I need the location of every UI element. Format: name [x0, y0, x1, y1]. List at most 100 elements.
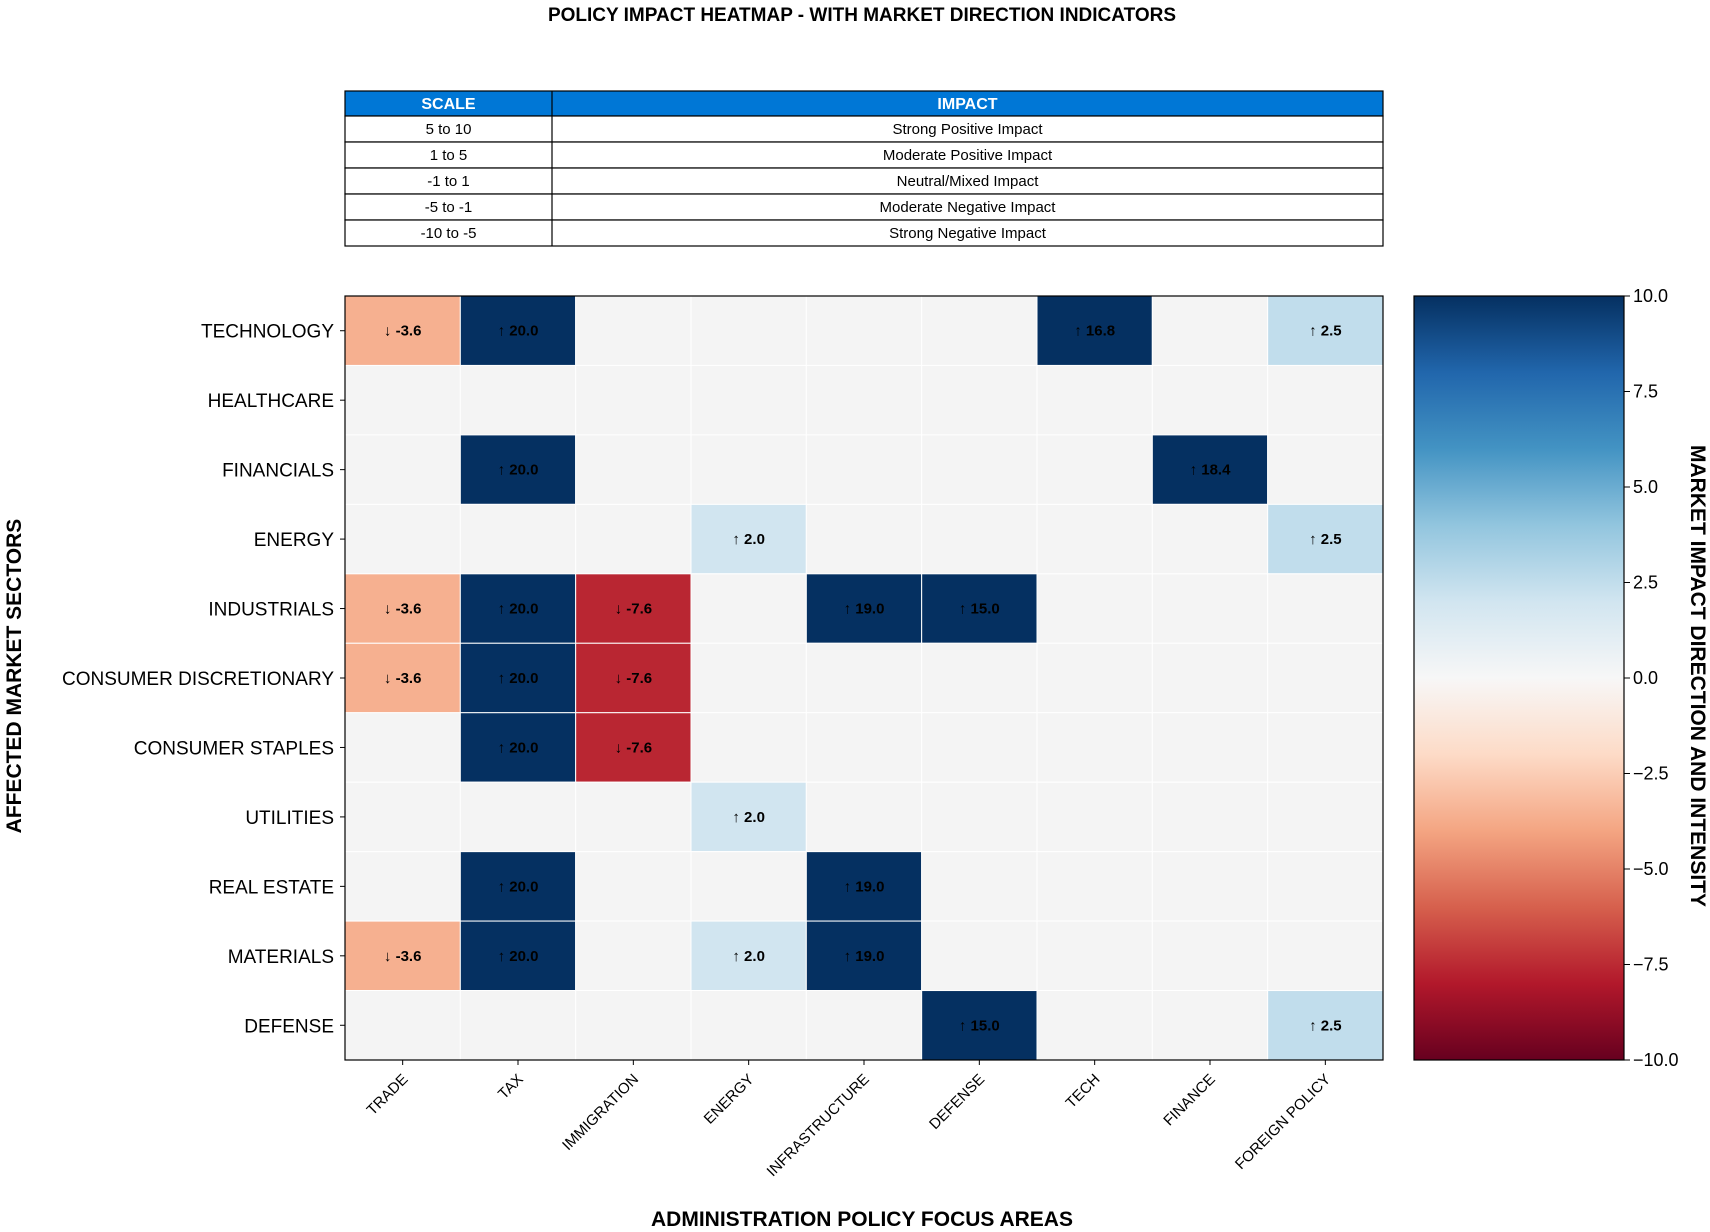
heatmap-cell — [921, 364, 1038, 436]
legend-header-impact: IMPACT — [937, 96, 997, 113]
y-tick-label: DEFENSE — [244, 1016, 334, 1037]
heatmap-cell — [1151, 573, 1269, 644]
legend-impact-cell: Moderate Negative Impact — [880, 199, 1057, 216]
legend-impact-cell: Moderate Positive Impact — [883, 147, 1053, 164]
heatmap-grid: ↓ -3.6 ↑ 20.0 ↑ 16.8 ↑ 2.5 ↑ 20.0 ↑ 18.4 ↑ 2.0… — [344, 295, 1384, 1061]
heatmap-cell — [1151, 364, 1269, 436]
cell-value-label: ↓ -3.6 — [384, 670, 422, 687]
heatmap-cell — [575, 434, 692, 505]
cell-value-label: ↑ 20.0 — [498, 323, 539, 340]
cell-value-label: ↑ 19.0 — [844, 601, 885, 618]
heatmap-cell — [690, 295, 807, 366]
cell-value-label: ↑ 2.5 — [1309, 323, 1342, 340]
heatmap-cell — [1151, 781, 1269, 853]
heatmap-cell — [575, 990, 692, 1061]
heatmap-cell — [344, 712, 461, 783]
cell-value-label: ↓ -7.6 — [615, 670, 653, 687]
colorbar-tick-label: 7.5 — [1633, 382, 1658, 402]
heatmap-cell — [1151, 851, 1269, 922]
heatmap-cell — [805, 920, 923, 992]
scale-legend-table: SCALE IMPACT 5 to 10 Strong Positive Impact… — [344, 90, 1384, 247]
cell-value-label: ↑ 20.0 — [498, 462, 539, 479]
heatmap-cell — [1036, 503, 1153, 575]
colorbar-tick-label: −5.0 — [1633, 859, 1669, 879]
y-tick-label: HEALTHCARE — [208, 391, 334, 412]
heatmap-cell — [805, 573, 923, 644]
x-tick-label: ENERGY — [701, 1071, 758, 1128]
cell-value-label: ↑ 20.0 — [498, 670, 539, 687]
y-axis-tick-labels: TECHNOLOGY HEALTHCARE FINANCIALS ENERGY INDU… — [62, 322, 345, 1037]
heatmap-cell — [1151, 295, 1269, 366]
heatmap-cell — [344, 851, 461, 922]
heatmap-cell — [690, 851, 807, 922]
colorbar: 10.0 7.5 5.0 2.5 0.0 −2.5 −5.0 −7.5 −10.0 — [1413, 286, 1679, 1070]
heatmap-cell — [1267, 781, 1384, 853]
heatmap-cell — [459, 990, 577, 1061]
cell-value-label: ↑ 2.5 — [1309, 1017, 1342, 1034]
heatmap-cell — [805, 503, 923, 575]
heatmap-cell — [1267, 712, 1384, 783]
cell-value-label: ↓ -3.6 — [384, 601, 422, 618]
heatmap-cell — [1267, 990, 1384, 1061]
cell-value-label: ↑ 18.4 — [1190, 462, 1232, 479]
heatmap-cell — [1151, 990, 1269, 1061]
heatmap-cell — [690, 503, 807, 575]
heatmap-cell — [805, 851, 923, 922]
cell-value-label: ↑ 19.0 — [844, 878, 885, 895]
heatmap-cell — [1036, 781, 1153, 853]
heatmap-cell — [1267, 434, 1384, 505]
x-tick-label: FOREIGN POLICY — [1232, 1071, 1334, 1173]
heatmap-cell — [690, 712, 807, 783]
heatmap-cell — [1036, 712, 1153, 783]
x-tick-label: TECH — [1063, 1071, 1104, 1112]
x-tick-label: TAX — [495, 1071, 527, 1103]
heatmap-cell — [344, 364, 461, 436]
x-axis-title: ADMINISTRATION POLICY FOCUS AREAS — [651, 1208, 1073, 1231]
legend-scale-cell: 1 to 5 — [430, 147, 468, 164]
heatmap-cell — [921, 920, 1038, 992]
heatmap-cell — [575, 781, 692, 853]
y-axis-title: AFFECTED MARKET SECTORS — [3, 519, 26, 834]
colorbar-tick-label: 5.0 — [1633, 477, 1658, 497]
heatmap-cell — [921, 712, 1038, 783]
legend-scale-cell: -1 to 1 — [427, 173, 470, 190]
heatmap-cell — [690, 364, 807, 436]
legend-header-row — [344, 90, 1384, 117]
heatmap-cell — [1036, 434, 1153, 505]
x-tick-label: DEFENSE — [926, 1071, 988, 1133]
heatmap-cell — [1151, 642, 1269, 714]
heatmap-cell — [1151, 434, 1269, 505]
heatmap-cell — [690, 990, 807, 1061]
cell-value-label: ↑ 20.0 — [498, 601, 539, 618]
x-axis-tick-labels: TRADE TAX IMMIGRATION ENERGY INFRASTRUCTURE D… — [364, 1060, 1334, 1180]
x-tick-label: FINANCE — [1160, 1071, 1219, 1130]
heatmap-cell — [921, 573, 1038, 644]
heatmap-cell — [921, 781, 1038, 853]
cell-value-label: ↓ -3.6 — [384, 323, 422, 340]
heatmap-cell — [1267, 573, 1384, 644]
heatmap-cell — [575, 712, 692, 783]
cell-value-label: ↑ 2.0 — [732, 531, 765, 548]
heatmap-cell — [344, 503, 461, 575]
heatmap-cell — [459, 920, 577, 992]
legend-scale-cell: -5 to -1 — [425, 199, 473, 216]
cell-value-label: ↑ 2.5 — [1309, 531, 1342, 548]
heatmap-cell — [1267, 851, 1384, 922]
y-tick-label: FINANCIALS — [222, 461, 334, 482]
heatmap-cell — [1151, 712, 1269, 783]
heatmap-cell — [1036, 920, 1153, 992]
colorbar-tick-label: −7.5 — [1633, 955, 1669, 975]
cell-value-label: ↓ -7.6 — [615, 601, 653, 618]
colorbar-tick-label: 2.5 — [1633, 573, 1658, 593]
heatmap-cell — [459, 434, 577, 505]
cell-value-label: ↑ 15.0 — [959, 601, 1000, 618]
cell-value-label: ↓ -3.6 — [384, 948, 422, 965]
heatmap-cell — [1151, 503, 1269, 575]
cell-value-label: ↑ 20.0 — [498, 878, 539, 895]
colorbar-tick-label: −10.0 — [1633, 1050, 1679, 1070]
legend-scale-cell: 5 to 10 — [426, 121, 472, 138]
heatmap-cell — [805, 295, 923, 366]
heatmap-cell — [805, 781, 923, 853]
heatmap-cell — [1036, 851, 1153, 922]
